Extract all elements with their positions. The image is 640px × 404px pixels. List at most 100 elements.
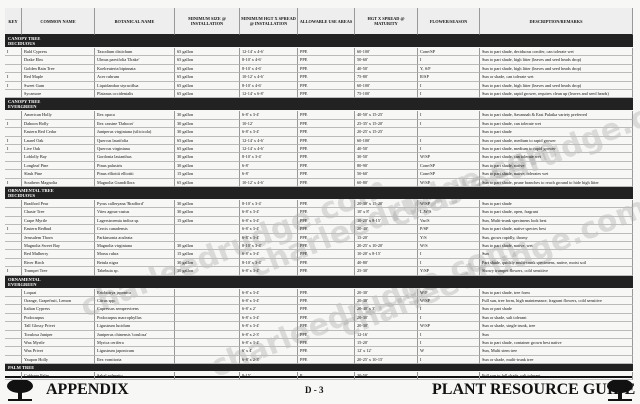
table-cell: I: [5, 73, 22, 82]
table-cell: 30 gallon: [175, 111, 240, 120]
table-cell: Sun to part shade, tree form: [480, 288, 633, 297]
table-cell: PPE: [298, 216, 355, 226]
table-cell: 20-30' x 15-20': [355, 200, 418, 209]
table-cell: 6-8' x 2-3': [240, 330, 298, 339]
table-cell: [175, 288, 240, 297]
table-cell: [5, 200, 22, 209]
table-cell: 10' x 8': [355, 208, 418, 217]
table-cell: Y/S: [418, 233, 480, 242]
table-cell: 8-15': [240, 371, 298, 381]
table-cell: PPE: [298, 170, 355, 179]
table-cell: 20-40' x 3': [355, 305, 418, 314]
table-cell: [5, 233, 22, 242]
table-cell: 30 gallon: [175, 153, 240, 162]
table-cell: [5, 250, 22, 259]
table-cell: Yaupon Holly: [22, 355, 95, 365]
table-cell: Sun: [480, 330, 633, 339]
table-cell: [175, 297, 240, 306]
table-cell: Sun to part shade, native species best: [480, 225, 633, 234]
table-cell: 65 gallon: [175, 73, 240, 82]
table-cell: Ligustrum lucidum: [95, 322, 175, 331]
tree-icon: [607, 379, 633, 401]
table-cell: American Holly: [22, 111, 95, 120]
table-cell: 30 gallon: [175, 119, 240, 129]
table-cell: 20-30': [355, 322, 418, 331]
section-title: EVERGREEN: [8, 281, 37, 287]
table-cell: Cercis canadensis: [95, 225, 175, 234]
table-cell: 8-10' x 4-6': [240, 56, 298, 65]
table-cell: 6-8' x 3-4': [240, 111, 298, 120]
table-cell: Jerusalem Thorn: [22, 233, 95, 242]
table-cell: Magnolia Sweet Bay: [22, 242, 95, 251]
table-cell: 30 gallon: [175, 200, 240, 209]
column-header: HGT X SPREAD @ MATURITY: [355, 8, 418, 35]
table-cell: P/SP: [418, 225, 480, 234]
table-cell: I: [418, 81, 480, 90]
table-cell: [175, 225, 240, 234]
section-title: ORNAMENTAL TREE: [8, 188, 54, 193]
table-cell: Juniperus chinensis 'torulosa': [95, 330, 175, 339]
table-cell: [5, 305, 22, 314]
table-cell: Myrica cerifera: [95, 339, 175, 348]
table-cell: Pinus palustris: [95, 161, 175, 171]
table-cell: [175, 322, 240, 331]
table-cell: 65 gallon: [175, 178, 240, 187]
table-cell: 6-8' x 3-4': [240, 128, 298, 137]
table-cell: Laurel Oak: [22, 136, 95, 145]
table-cell: 6-8': [240, 170, 298, 179]
table-cell: 8-10' x 3-4': [240, 200, 298, 209]
table-cell: Pyrus calleryana 'Bradford': [95, 200, 175, 209]
table-cell: Sun to part shade, high litter (leaves a…: [480, 81, 633, 90]
table-cell: PPE: [298, 56, 355, 65]
table-cell: [418, 371, 480, 381]
table-cell: [5, 288, 22, 297]
table-cell: W/F: [418, 288, 480, 297]
table-cell: [5, 339, 22, 348]
table-cell: Sun to part shade, Savannah & East Palat…: [480, 111, 633, 120]
table-cell: Podocarpus macrophyllus: [95, 313, 175, 323]
footer-rule: [5, 376, 633, 378]
table-cell: Acer rubrum: [95, 73, 175, 82]
table-cell: Drake Elm: [22, 56, 95, 65]
table-cell: W/S: [418, 242, 480, 251]
table-cell: Sun to part shade: [480, 200, 633, 209]
table-cell: Ligustrum japonicum: [95, 347, 175, 356]
table-cell: Sun or shade, single trunk, tree: [480, 322, 633, 331]
table-cell: I: [5, 178, 22, 187]
table-cell: PPE: [298, 250, 355, 259]
table-cell: Y/SP: [418, 267, 480, 276]
table-cell: 20-25' x 10-20': [355, 242, 418, 251]
table-cell: Sun, Multi-trunk specimens look best: [480, 216, 633, 226]
table-cell: 60-80': [355, 178, 418, 187]
table-cell: PPE: [298, 178, 355, 187]
table-cell: PPE: [298, 258, 355, 268]
table-cell: 65 gallon: [175, 48, 240, 57]
section-title: CANOPY TREE: [8, 99, 41, 105]
table-cell: 30 gallon: [175, 161, 240, 171]
table-cell: 6-8' x 2-3': [240, 355, 298, 365]
table-cell: PPE: [298, 242, 355, 251]
table-cell: [5, 313, 22, 323]
table-cell: [175, 371, 240, 381]
table-cell: [5, 56, 22, 65]
table-cell: 6' x 4': [240, 347, 298, 356]
table-cell: 75-100': [355, 90, 418, 99]
table-cell: I: [418, 258, 480, 268]
table-cell: 6-8' x 3-4': [240, 225, 298, 234]
table-cell: PPE: [298, 313, 355, 323]
table-cell: 30 gallon: [175, 208, 240, 217]
table-cell: PPE: [298, 136, 355, 145]
table-cell: 65 gallon: [175, 136, 240, 145]
table-cell: 40-50': [355, 145, 418, 154]
table-cell: I: [5, 145, 22, 154]
table-cell: I: [418, 313, 480, 323]
table-cell: Chaste Tree: [22, 208, 95, 217]
table-cell: 65 gallon: [175, 64, 240, 74]
table-cell: I: [418, 136, 480, 145]
table-cell: 6-8' x 3-4': [240, 297, 298, 306]
column-header: BOTANICAL NAME: [95, 8, 175, 35]
table-cell: I: [5, 225, 22, 234]
table-cell: 30 gallon: [175, 258, 240, 268]
table-cell: [5, 322, 22, 331]
table-cell: PPE: [298, 90, 355, 99]
